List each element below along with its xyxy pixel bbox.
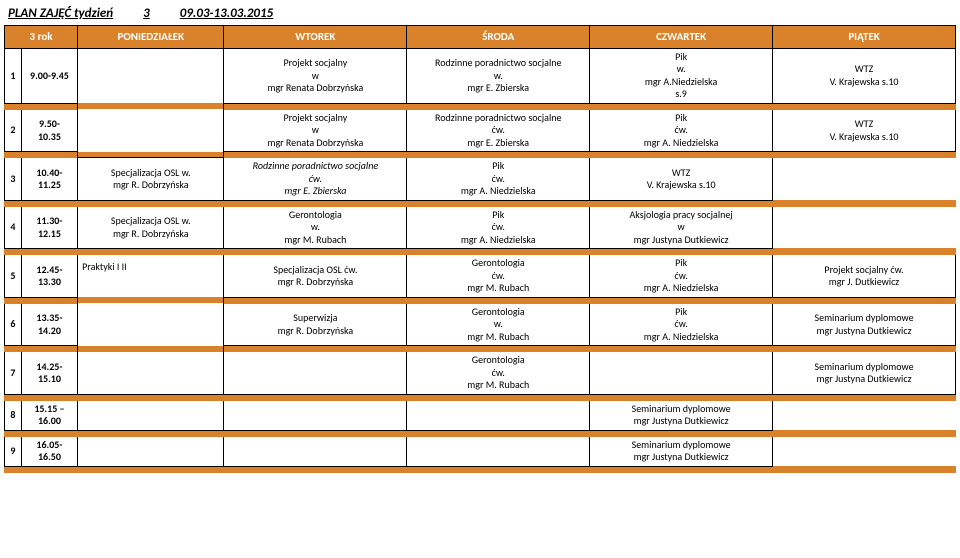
fri-cell: WTZ V. Krajewska s.10 — [773, 48, 956, 103]
table-row: 512.45- 13.30Praktyki I IISpecjalizacja … — [5, 255, 956, 298]
row-number: 8 — [5, 400, 22, 430]
title-plan: PLAN ZAJĘĆ tydzień — [8, 6, 113, 21]
divider-bar — [5, 466, 956, 472]
row-number: 9 — [5, 436, 22, 466]
thu-cell: Pik ćw. mgr A. Niedzielska — [407, 206, 590, 249]
header-year: 3 rok — [5, 26, 78, 49]
tue-cell: Specjalizacja OSL ćw. mgr R. Dobrzyńska — [224, 255, 407, 298]
mon-cell: Praktyki I II — [78, 255, 224, 395]
wed-cell: Gerontologia ćw. mgr M. Rubach — [407, 255, 590, 298]
fri-cell: Seminarium dyplomowe mgr Justyna Dutkiew… — [590, 436, 773, 466]
tue-cell — [78, 436, 224, 466]
header-mon: PONIEDZIAŁEK — [78, 26, 224, 49]
table-row: 19.00-9.45 Projekt socjalny w mgr Renata … — [5, 48, 956, 103]
wed-cell: Rodzinne poradnictwo socjalne ćw. mgr E.… — [224, 158, 407, 201]
row-number: 2 — [5, 109, 22, 152]
row-time: 16.05- 16.50 — [21, 436, 77, 466]
tue-cell: Specjalizacja OSL w. mgr R. Dobrzyńska — [78, 206, 224, 249]
tue-cell: Superwizja mgr R. Dobrzyńska — [224, 303, 407, 346]
wed-cell — [224, 436, 407, 466]
row-time: 11.30- 12.15 — [21, 206, 77, 249]
fri-cell: WTZ V. Krajewska s.10 — [590, 158, 773, 201]
thu-cell: Pik ćw. mgr A. Niedzielska — [407, 158, 590, 201]
table-row: 411.30- 12.15Specjalizacja OSL w. mgr R.… — [5, 206, 956, 249]
thu-cell: Pik ćw. mgr A. Niedzielska — [590, 303, 773, 346]
row-number: 4 — [5, 206, 22, 249]
title-dates: 09.03-13.03.2015 — [180, 6, 273, 21]
schedule-table: 3 rok PONIEDZIAŁEK WTOREK ŚRODA CZWARTEK… — [4, 25, 956, 473]
table-row: 916.05- 16.50 Seminarium dyplomowe mgr Ju… — [5, 436, 956, 466]
tue-cell: Projekt socjalny w mgr Renata Dobrzyńska — [224, 109, 407, 152]
header-wed: ŚRODA — [407, 26, 590, 49]
title-week: 3 — [143, 6, 150, 21]
fri-cell: WTZ V. Krajewska s.10 — [773, 109, 956, 152]
tue-cell: Projekt socjalny w mgr Renata Dobrzyńska — [224, 48, 407, 103]
row-time: 10.40- 11.25 — [21, 158, 77, 201]
thu-cell: Pik ćw. mgr A. Niedzielska — [590, 109, 773, 152]
header-fri: PIĄTEK — [773, 26, 956, 49]
table-row: 815.15 – 16.00 Seminarium dyplomowe mgr J… — [5, 400, 956, 430]
row-time: 12.45- 13.30 — [21, 255, 77, 298]
fri-cell: Projekt socjalny ćw. mgr J. Dutkiewicz — [773, 255, 956, 298]
page-title: PLAN ZAJĘĆ tydzień 3 09.03-13.03.2015 — [4, 4, 956, 25]
row-time: 13.35- 14.20 — [21, 303, 77, 346]
row-number: 7 — [5, 352, 22, 395]
thu-cell: Pik w. mgr A.Niedzielska s.9 — [590, 48, 773, 103]
fri-cell: Aksjologia pracy socjalnej w mgr Justyna… — [590, 206, 773, 249]
header-tue: WTOREK — [224, 26, 407, 49]
header-thu: CZWARTEK — [590, 26, 773, 49]
wed-cell: Gerontologia w. mgr M. Rubach — [407, 303, 590, 346]
row-number: 5 — [5, 255, 22, 298]
thu-cell — [407, 436, 590, 466]
tue-cell: Specjalizacja OSL w. mgr R. Dobrzyńska — [78, 158, 224, 201]
fri-cell: Seminarium dyplomowe mgr Justyna Dutkiew… — [773, 352, 956, 395]
tue-cell — [78, 400, 224, 430]
row-number: 3 — [5, 158, 22, 201]
thu-cell — [407, 400, 590, 430]
wed-cell — [224, 400, 407, 430]
row-time: 15.15 – 16.00 — [21, 400, 77, 430]
header-row: 3 rok PONIEDZIAŁEK WTOREK ŚRODA CZWARTEK… — [5, 26, 956, 49]
fri-cell: Seminarium dyplomowe mgr Justyna Dutkiew… — [590, 400, 773, 430]
row-time: 9.00-9.45 — [21, 48, 77, 103]
tue-cell — [224, 352, 407, 395]
row-time: 9.50- 10.35 — [21, 109, 77, 152]
wed-cell: Gerontologia w. mgr M. Rubach — [224, 206, 407, 249]
wed-cell: Rodzinne poradnictwo socjalne ćw. mgr E.… — [407, 109, 590, 152]
row-number: 1 — [5, 48, 22, 103]
row-number: 6 — [5, 303, 22, 346]
wed-cell: Gerontologia ćw. mgr M. Rubach — [407, 352, 590, 395]
fri-cell: Seminarium dyplomowe mgr Justyna Dutkiew… — [773, 303, 956, 346]
row-time: 14.25- 15.10 — [21, 352, 77, 395]
thu-cell: Pik ćw. mgr A. Niedzielska — [590, 255, 773, 298]
table-row: 310.40- 11.25Specjalizacja OSL w. mgr R.… — [5, 158, 956, 201]
thu-cell — [590, 352, 773, 395]
wed-cell: Rodzinne poradnictwo socjalne w. mgr E. … — [407, 48, 590, 103]
